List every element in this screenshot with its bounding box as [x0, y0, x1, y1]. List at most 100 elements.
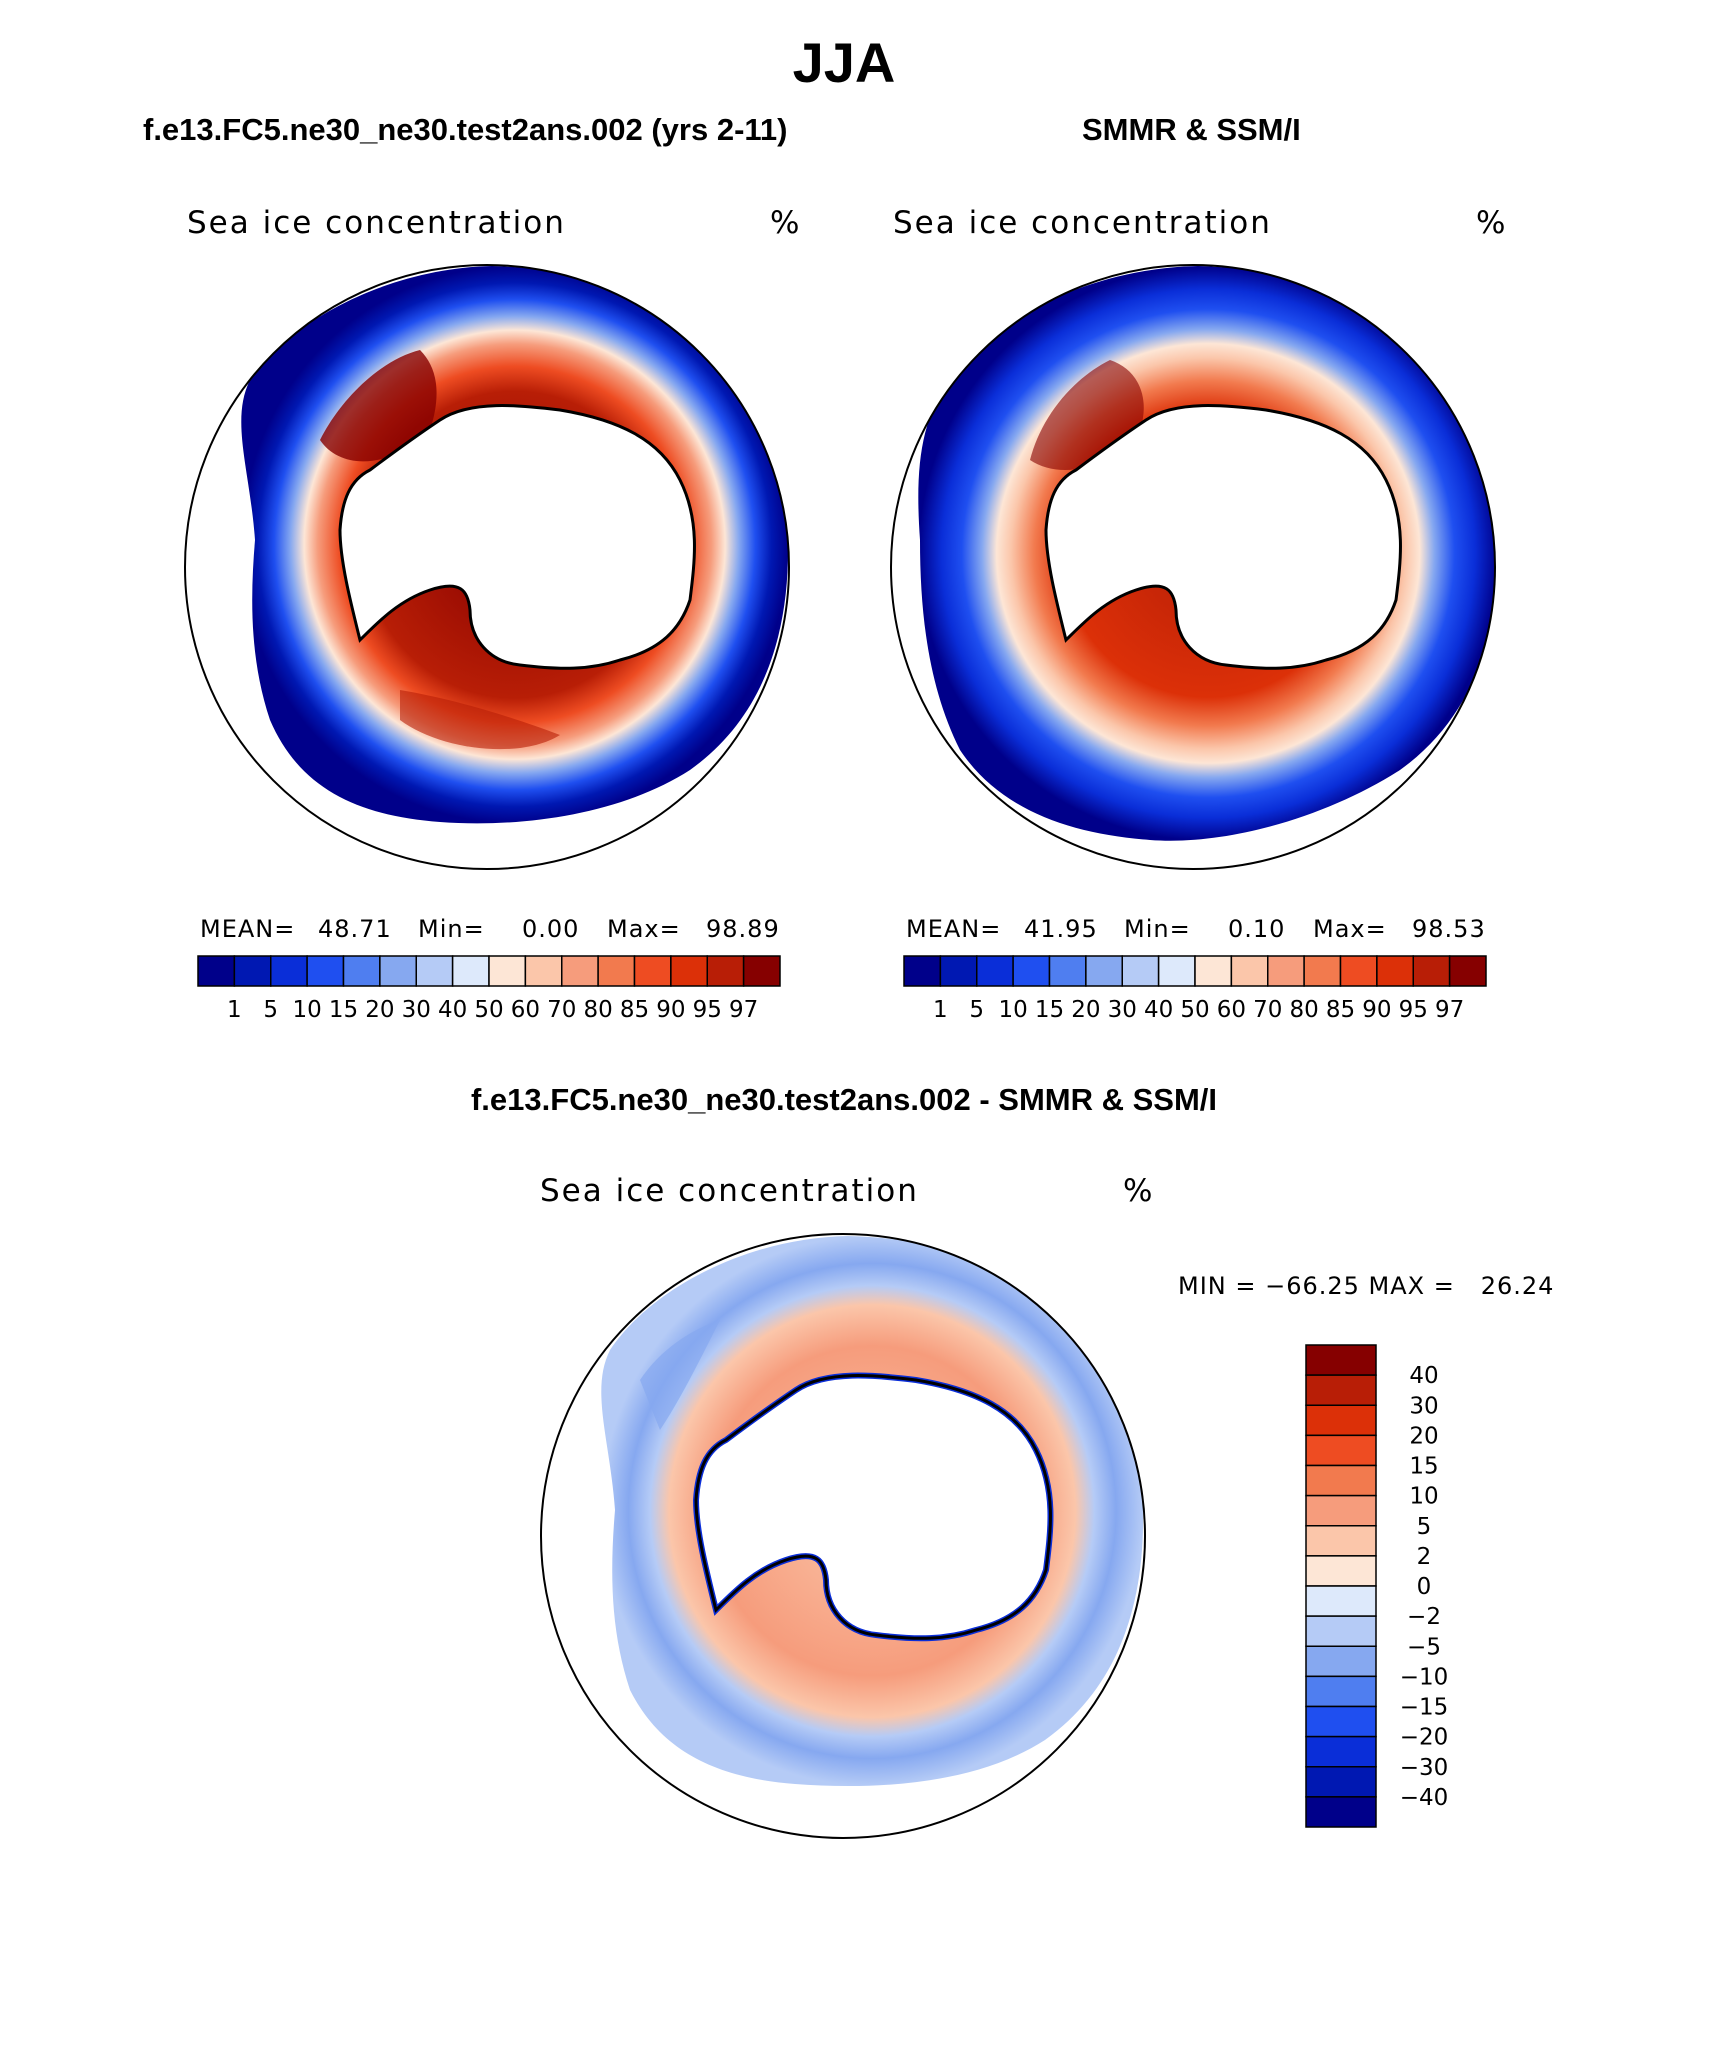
colorbar-model-swatch	[488, 955, 527, 987]
figure-title: JJA	[792, 31, 896, 94]
colorbar-obs-swatch	[1121, 955, 1160, 987]
colorbar-diff-tick-label: 10	[1409, 1484, 1438, 1510]
colorbar-diff-tick-label: −10	[1400, 1664, 1449, 1690]
colorbar-diff-swatch	[1305, 1615, 1377, 1647]
colorbar-model-swatch	[270, 955, 308, 987]
antarctica-coastline	[694, 1374, 1052, 1640]
colorbar-model-tick-label: 95	[693, 997, 722, 1023]
panel-2-min-value: 0.10	[1228, 915, 1286, 943]
colorbar-model-swatch	[742, 955, 781, 987]
colorbar-obs-swatch	[1412, 955, 1451, 987]
colorbar-model-swatch	[379, 955, 417, 987]
panel-2-min-label: Min=	[1124, 915, 1191, 943]
panel-1-subtitle: f.e13.FC5.ne30_ne30.test2ans.002 (yrs 2-…	[143, 112, 788, 147]
colorbar-obs-swatch	[1157, 955, 1196, 987]
panel-2-unit-label: %	[1476, 205, 1506, 241]
panel-3-variable-label: Sea ice concentration	[540, 1173, 919, 1209]
colorbar-diff-tick-label: −20	[1400, 1725, 1449, 1751]
colorbar-model-swatch	[670, 955, 708, 987]
colorbar-model-tick-label: 5	[263, 997, 278, 1023]
panel-2-variable-label: Sea ice concentration	[893, 205, 1272, 241]
panel-1-variable-label: Sea ice concentration	[187, 205, 566, 241]
colorbar-model-swatch	[597, 955, 636, 987]
antarctica-coastline	[1044, 404, 1402, 670]
colorbar-diff-tick-label: 15	[1409, 1454, 1438, 1480]
colorbar-diff-swatch	[1305, 1796, 1377, 1828]
colorbar-diff-tick-label: 30	[1409, 1393, 1438, 1419]
colorbar-obs-swatch	[1448, 955, 1487, 987]
colorbar-model-swatch	[706, 955, 745, 987]
colorbar-model-swatch	[524, 955, 563, 987]
colorbar-obs-tick-label: 80	[1289, 997, 1318, 1023]
colorbar-obs-tick-label: 95	[1399, 997, 1428, 1023]
colorbar-obs-swatch	[1303, 955, 1342, 987]
colorbar-obs-tick-label: 15	[1035, 997, 1064, 1023]
colorbar-model-tick-label: 85	[620, 997, 649, 1023]
colorbar-obs-tick-label: 20	[1071, 997, 1100, 1023]
panel-1-mean-label: MEAN=	[200, 915, 296, 943]
colorbar-model-tick-label: 70	[547, 997, 576, 1023]
colorbar-obs-swatch	[1085, 955, 1123, 987]
colorbar-diff-swatch	[1305, 1766, 1377, 1798]
colorbar-obs-swatch	[1376, 955, 1414, 987]
panel-2-mean-value: 41.95	[1024, 915, 1098, 943]
weddell-sea-max	[320, 350, 437, 462]
map-boundary	[890, 264, 1496, 870]
colorbar-obs-tick-label: 5	[969, 997, 984, 1023]
colorbar-diff-tick-label: −15	[1400, 1695, 1449, 1721]
panel-3-min-max-readout: MIN = −66.25 MAX = 26.24	[1178, 1272, 1555, 1300]
colorbar-diff-swatch	[1305, 1645, 1377, 1678]
colorbar-obs-tick-label: 40	[1144, 997, 1173, 1023]
colorbar-diff-tick-label: −40	[1400, 1785, 1449, 1811]
map-boundary	[540, 1233, 1146, 1839]
colorbar-diff-tick-label: 5	[1417, 1514, 1432, 1540]
map-panel-difference	[540, 1233, 1146, 1839]
panel-2-subtitle: SMMR & SSM/I	[1082, 112, 1301, 147]
panel-1-min-value: 0.00	[522, 915, 580, 943]
colorbar-model: 1 5 10 15 20 30 40 50 60 70 80 85 90 95 97	[197, 955, 781, 1023]
colorbar-model-tick-label: 10	[292, 997, 321, 1023]
colorbar-diff-swatch	[1305, 1464, 1377, 1497]
colorbar-obs-swatch	[1230, 955, 1269, 987]
colorbar-observations: 1 5 10 15 20 30 40 50 60 70 80 85 90 95 97	[903, 955, 1487, 1023]
colorbar-obs-tick-label: 85	[1326, 997, 1355, 1023]
colorbar-model-swatch	[306, 955, 345, 987]
panel-3-unit-label: %	[1123, 1173, 1153, 1209]
colorbar-obs-swatch	[976, 955, 1014, 987]
map-panel-model	[184, 264, 790, 870]
colorbar-model-swatch	[342, 955, 381, 987]
colorbar-diff-tick-label: −5	[1407, 1634, 1441, 1660]
panel-2-max-value: 98.53	[1412, 915, 1486, 943]
colorbar-diff-swatch	[1305, 1675, 1377, 1708]
colorbar-model-swatch	[415, 955, 454, 987]
colorbar-obs-tick-label: 60	[1217, 997, 1246, 1023]
colorbar-model-swatch	[451, 955, 490, 987]
colorbar-obs-swatch	[1012, 955, 1051, 987]
colorbar-obs-swatch	[1048, 955, 1087, 987]
map-panel-observations	[890, 264, 1496, 870]
colorbar-model-swatch	[197, 955, 236, 987]
colorbar-model-tick-label: 90	[656, 997, 685, 1023]
panel-1-unit-label: %	[770, 205, 800, 241]
colorbar-model-swatch	[633, 955, 672, 987]
panel-2-max-label: Max=	[1313, 915, 1387, 943]
colorbar-obs-swatch	[1339, 955, 1378, 987]
colorbar-diff-swatch	[1305, 1434, 1377, 1467]
colorbar-obs-tick-label: 97	[1435, 997, 1464, 1023]
colorbar-obs-tick-label: 30	[1108, 997, 1137, 1023]
panel-1-min-label: Min=	[418, 915, 485, 943]
colorbar-obs-tick-label: 90	[1362, 997, 1391, 1023]
colorbar-diff-tick-label: 40	[1409, 1363, 1438, 1389]
colorbar-model-tick-label: 80	[583, 997, 612, 1023]
negative-anomaly-patch	[640, 1320, 720, 1430]
colorbar-model-tick-label: 97	[729, 997, 758, 1023]
colorbar-model-tick-label: 60	[511, 997, 540, 1023]
colorbar-diff-swatch	[1305, 1374, 1377, 1406]
colorbar-obs-swatch	[939, 955, 978, 987]
colorbar-obs-tick-label: 1	[933, 997, 948, 1023]
colorbar-diff-tick-label: −2	[1407, 1604, 1441, 1630]
colorbar-obs-swatch	[1267, 955, 1305, 987]
antarctica-coastline	[338, 404, 696, 670]
colorbar-diff-swatch	[1305, 1555, 1377, 1587]
